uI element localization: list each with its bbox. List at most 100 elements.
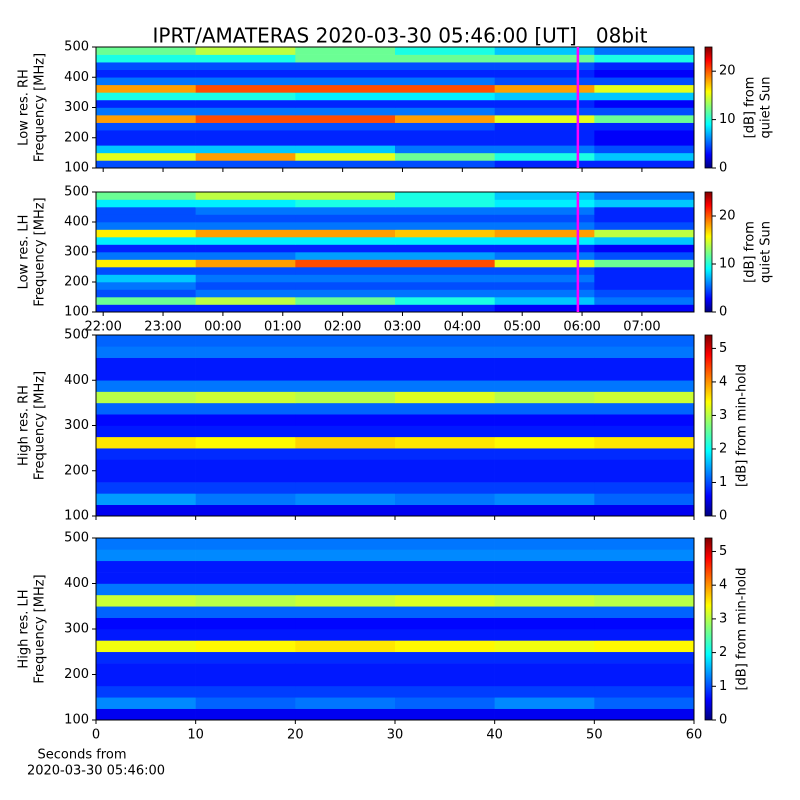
heatmap-cell [295, 560, 396, 573]
y-tick-label: 200 [64, 667, 89, 682]
heatmap-cell [395, 425, 495, 438]
heatmap-cell [594, 69, 695, 78]
heatmap-cell [494, 436, 595, 449]
heatmap-cell [594, 572, 695, 584]
heatmap-cell [195, 425, 296, 438]
heatmap-cell [395, 267, 495, 275]
heatmap-cell [494, 192, 595, 200]
colorbar-tick-label: 20 [719, 209, 736, 224]
x-tick-label: 02:00 [324, 320, 361, 335]
heatmap-cell [96, 214, 196, 223]
heatmap-cell [295, 145, 396, 154]
heatmap-cell [494, 207, 595, 215]
heatmap-cell [195, 122, 296, 131]
heatmap-cell [195, 274, 296, 283]
heatmap-cell [96, 482, 196, 494]
heatmap-cell [594, 425, 695, 438]
heatmap-cell [96, 391, 196, 404]
heatmap-cell [295, 69, 396, 78]
heatmap-cell [195, 538, 296, 550]
colorbar-label: [dB] from min-hold [735, 567, 750, 690]
heatmap-cell [295, 391, 396, 404]
x-tick-label: 04:00 [444, 320, 481, 335]
title: IPRT/AMATERAS 2020-03-30 05:46:00 [UT] 0… [153, 24, 648, 48]
heatmap-cell [96, 207, 196, 215]
heatmap-cell [395, 107, 495, 116]
heatmap-cell [195, 259, 296, 268]
heatmap-cell [295, 346, 396, 358]
heatmap-cell [295, 425, 396, 438]
heatmap-cell [494, 214, 595, 223]
heatmap-cell [395, 572, 495, 584]
heatmap-cell [96, 493, 196, 505]
heatmap-cell [96, 77, 196, 86]
heatmap-cell [494, 252, 595, 260]
heatmap-cell [395, 69, 495, 78]
y-tick-label: 500 [64, 185, 89, 200]
heatmap-cell [96, 62, 196, 70]
heatmap-cell [96, 192, 196, 200]
heatmap-cell [594, 130, 695, 139]
heatmap-cell [395, 335, 495, 347]
heatmap-cell [295, 130, 396, 139]
x-axis-label: 2020-03-30 05:46:00 [27, 764, 165, 779]
heatmap-cell [195, 192, 296, 200]
x-tick-label: 10 [187, 728, 204, 743]
heatmap-cell [494, 137, 595, 146]
heatmap-cell [594, 402, 695, 415]
heatmap-cell [96, 222, 196, 230]
heatmap-cell [494, 414, 595, 426]
heatmap-cell [96, 115, 196, 123]
heatmap-cell [295, 549, 396, 562]
heatmap-cell [195, 152, 296, 161]
heatmap-cell [96, 152, 196, 161]
heatmap-cell [494, 572, 595, 584]
heatmap-cell [494, 122, 595, 131]
heatmap-cell [195, 107, 296, 116]
heatmap-cell [295, 160, 396, 169]
heatmap-cell [395, 708, 495, 721]
heatmap-cell [494, 297, 595, 305]
heatmap-cell [96, 289, 196, 298]
x-axis-label: Seconds from [37, 748, 126, 763]
heatmap-cell [96, 145, 196, 154]
heatmap-cell [395, 115, 495, 123]
heatmap-cell [594, 199, 695, 208]
heatmap-cell [594, 651, 695, 664]
heatmap-cell [395, 282, 495, 290]
heatmap-cell [494, 130, 595, 139]
heatmap-cell [195, 346, 296, 358]
heatmap-cell [96, 663, 196, 675]
heatmap-cell [494, 152, 595, 161]
heatmap-cell [494, 402, 595, 415]
colorbar-tick-label: 3 [719, 611, 727, 626]
heatmap-cell [295, 368, 396, 381]
heatmap-cell [395, 222, 495, 230]
x-tick-label: 50 [586, 728, 603, 743]
heatmap-cell [395, 391, 495, 404]
heatmap-cell [295, 708, 396, 721]
heatmap-cell [594, 335, 695, 347]
heatmap-cell [96, 459, 196, 472]
heatmap-cell [195, 482, 296, 494]
heatmap-cell [195, 674, 296, 687]
heatmap-cell [195, 160, 296, 169]
heatmap-cell [395, 274, 495, 283]
heatmap-cell [395, 538, 495, 550]
heatmap-cell [96, 237, 196, 245]
heatmap-cell [195, 62, 296, 70]
heatmap-cell [594, 282, 695, 290]
heatmap-cell [494, 606, 595, 618]
heatmap-cell [295, 606, 396, 618]
y-axis-label: High res. RH [17, 385, 32, 466]
heatmap-cell [395, 640, 495, 653]
heatmap-cell [594, 62, 695, 70]
heatmap-cell [594, 368, 695, 381]
heatmap-cell [96, 137, 196, 146]
heatmap-cell [96, 130, 196, 139]
heatmap-cell [295, 282, 396, 290]
y-axis-label: Frequency [MHz] [33, 53, 48, 162]
heatmap-cell [594, 470, 695, 483]
heatmap-cell [594, 594, 695, 607]
heatmap-cell [295, 62, 396, 70]
